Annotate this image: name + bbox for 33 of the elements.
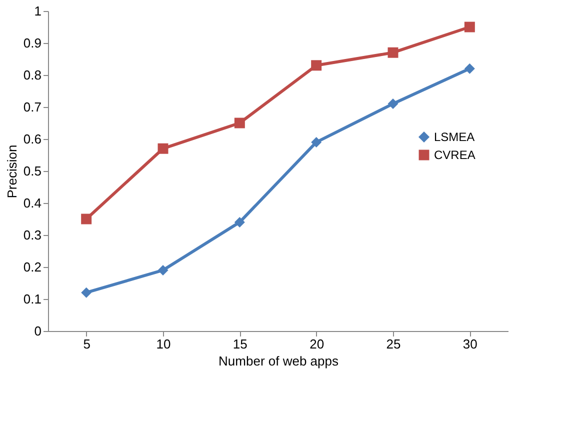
point [81,214,92,224]
y-tick-label: 0.3 [23,228,42,242]
legend-label: CVREA [434,148,476,162]
x-tick-label: 30 [462,336,478,352]
x-tick-label: 25 [386,336,401,352]
point [158,143,168,154]
point [464,22,475,32]
legend-label: LSMEA [434,130,475,144]
point [311,60,322,71]
point [81,287,92,298]
y-tick-label: 0.7 [23,100,42,114]
x-tick-label: 15 [232,336,248,352]
point [311,136,322,148]
x-tick-label: 5 [83,336,90,352]
x-tick-label: 20 [310,336,324,352]
point [388,47,398,58]
x-axis-title: Number of web apps [218,354,339,368]
y-tick-label: 0.5 [23,164,42,178]
point [234,216,245,228]
y-tick-label: 0 [34,324,42,338]
y-tick-label: 0.9 [23,36,42,50]
x-tick-label: 10 [156,336,171,352]
y-tick-label: 0.1 [23,292,42,306]
y-tick-label: 0.4 [23,196,42,210]
y-tick-label: 1 [34,4,42,18]
point [464,63,475,74]
point [158,264,168,276]
y-tick-label: 0.8 [23,68,42,82]
point [388,98,398,110]
y-axis-title: Precision [4,144,20,198]
point [234,118,245,128]
y-tick-label: 0.2 [23,260,42,274]
y-tick-label: 0.6 [23,132,42,146]
